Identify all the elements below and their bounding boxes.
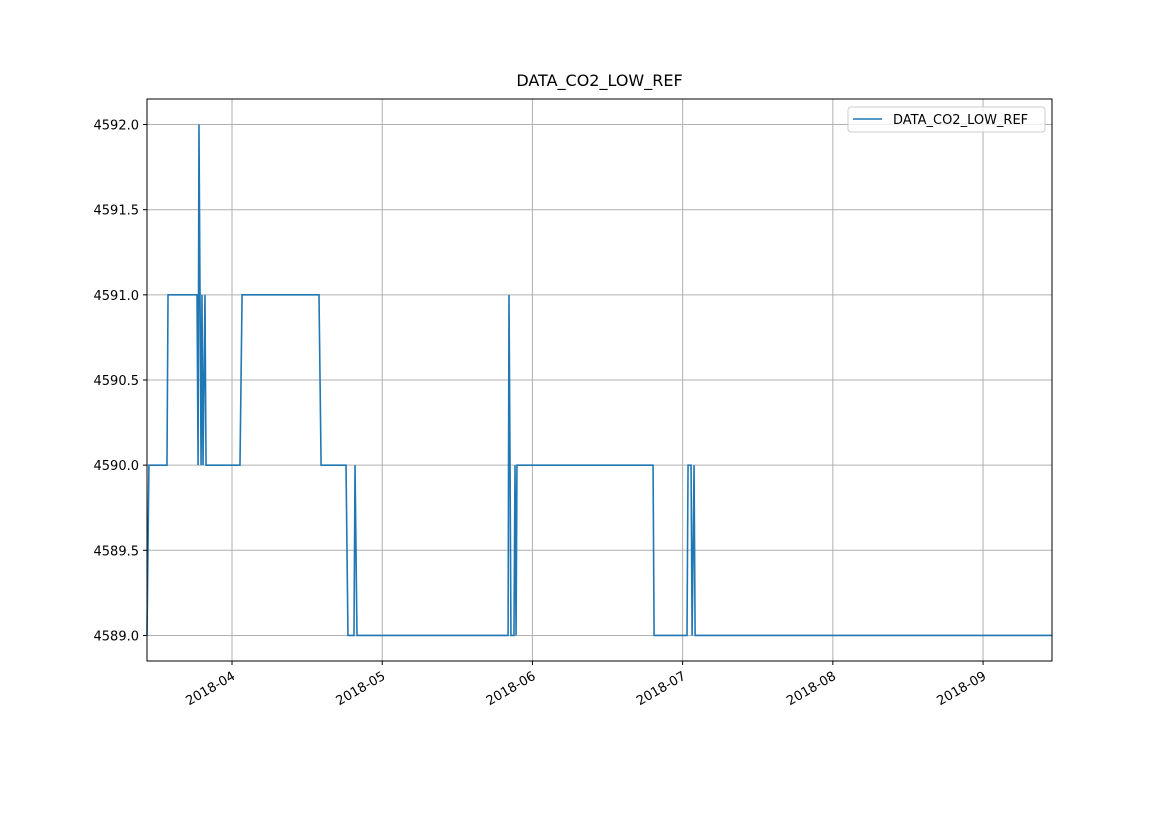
y-tick-label: 4591.0	[94, 289, 140, 304]
data-line	[146, 124, 1052, 637]
y-tick-label: 4590.0	[94, 459, 140, 474]
legend: DATA_CO2_LOW_REF	[847, 106, 1046, 133]
axes-frame	[146, 98, 1053, 662]
legend-box	[847, 106, 1046, 133]
legend-label: DATA_CO2_LOW_REF	[893, 113, 1028, 128]
y-tick-label: 4589.0	[94, 629, 140, 644]
chart-title: DATA_CO2_LOW_REF	[516, 71, 682, 91]
y-tick-label: 4592.0	[94, 119, 140, 134]
y-tick-label: 4590.5	[94, 374, 140, 389]
y-tick-label: 4591.5	[94, 204, 140, 219]
y-tick-label: 4589.5	[94, 544, 140, 559]
